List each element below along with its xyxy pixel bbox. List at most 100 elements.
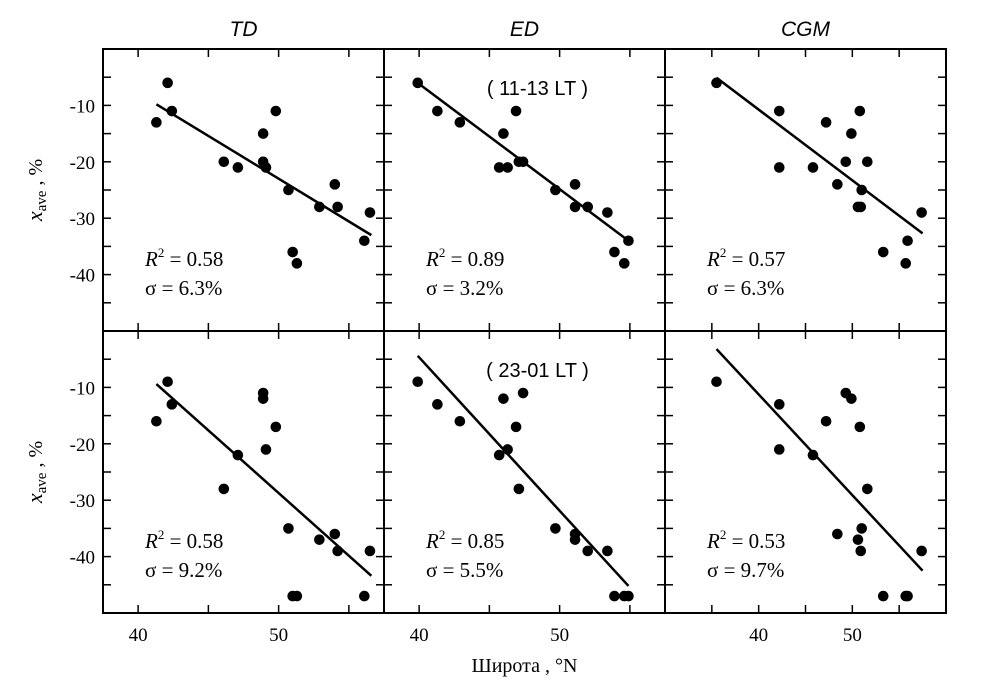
data-point <box>332 201 343 213</box>
data-point <box>517 387 529 399</box>
sigma-label: σ = 9.7% <box>707 558 784 582</box>
data-point <box>498 393 509 404</box>
data-point <box>852 534 864 545</box>
data-point <box>218 483 230 495</box>
x-tick-label: 50 <box>843 625 862 646</box>
r2-value: = 0.58 <box>164 247 223 271</box>
x-tick-label: 40 <box>129 625 148 646</box>
sigma-label: σ = 6.3% <box>145 276 222 300</box>
data-point <box>260 162 272 173</box>
sigma-label: σ = 3.2% <box>426 276 503 300</box>
data-point <box>916 545 927 557</box>
r-squared-label: R2 = 0.53 <box>706 527 785 553</box>
data-point <box>314 534 325 545</box>
r2-value: = 0.53 <box>726 529 785 553</box>
data-point <box>807 449 819 461</box>
data-point <box>166 105 178 117</box>
column-title-cgm: CGM <box>781 18 831 41</box>
x-tick-label: 50 <box>269 625 288 646</box>
data-point <box>569 534 581 545</box>
data-point <box>502 162 513 173</box>
y-label-unit: , % <box>25 441 47 473</box>
r2-value: = 0.85 <box>445 529 504 553</box>
data-point <box>602 207 613 218</box>
data-point <box>364 545 376 557</box>
data-point <box>840 156 852 168</box>
r2-symbol: R <box>144 247 158 271</box>
data-point <box>454 117 466 128</box>
data-point <box>862 156 873 168</box>
local-time-label: ( 23-01 LT ) <box>486 360 589 382</box>
data-point <box>218 156 230 168</box>
data-point <box>412 376 424 388</box>
data-point <box>291 590 303 602</box>
data-point <box>162 77 173 89</box>
data-point <box>832 179 843 190</box>
data-point <box>432 105 443 117</box>
data-point <box>618 258 630 269</box>
data-point <box>862 483 873 495</box>
data-point <box>569 179 581 190</box>
data-point <box>582 545 594 557</box>
data-point <box>162 376 173 388</box>
data-point <box>623 590 634 602</box>
data-point <box>623 235 634 247</box>
x-tick-label: 40 <box>749 625 768 646</box>
y-tick-label: -40 <box>70 266 95 287</box>
data-point <box>287 246 298 258</box>
y-tick-label: -20 <box>70 435 95 456</box>
r2-symbol: R <box>706 247 720 271</box>
regression-line <box>715 76 924 235</box>
data-point <box>773 399 785 410</box>
data-point <box>359 590 370 602</box>
data-point <box>151 415 162 427</box>
column-title-ed: ED <box>510 18 539 41</box>
r-squared-label: R2 = 0.85 <box>425 527 504 553</box>
panel-cgm-row-1: 40 50 R2 = 0.53 σ = 9.7% <box>664 330 947 646</box>
r2-value: = 0.89 <box>445 247 504 271</box>
data-point <box>877 590 889 602</box>
data-point <box>329 528 341 540</box>
y-tick-label: -10 <box>70 96 95 117</box>
r2-superscript: 2 <box>158 527 165 542</box>
data-point <box>257 128 269 139</box>
y-label-symbol: x <box>22 493 47 504</box>
data-point <box>711 376 722 388</box>
r-squared-label: R2 = 0.89 <box>425 245 504 271</box>
data-point <box>166 399 178 410</box>
data-point <box>359 235 370 247</box>
data-point <box>832 528 843 540</box>
data-point <box>856 184 867 196</box>
data-point <box>232 449 244 461</box>
data-point <box>855 201 867 213</box>
data-point <box>283 523 294 534</box>
data-point <box>550 184 561 196</box>
data-point <box>432 399 443 410</box>
data-point <box>569 201 581 213</box>
r2-superscript: 2 <box>720 527 727 542</box>
data-point <box>820 117 832 128</box>
regression-line <box>715 348 924 572</box>
data-point <box>517 156 529 168</box>
r2-superscript: 2 <box>720 245 727 260</box>
y-label-subscript: ave <box>34 190 50 211</box>
data-point <box>609 590 620 602</box>
sigma-label: σ = 9.2% <box>145 558 222 582</box>
data-point <box>498 128 509 139</box>
data-point <box>513 483 525 495</box>
y-axis-label: xave , % <box>22 159 50 222</box>
r2-symbol: R <box>706 529 720 553</box>
data-point <box>916 207 927 218</box>
data-point <box>232 162 244 173</box>
r2-symbol: R <box>144 529 158 553</box>
panel-td-row-0: -10 -20 -30 -40 R2 = 0.58 σ = 6.3% <box>70 48 385 332</box>
data-point <box>902 235 913 247</box>
data-point <box>582 201 594 213</box>
y-label-symbol: x <box>22 211 47 222</box>
y-tick-label: -20 <box>70 153 95 174</box>
data-point <box>314 201 325 213</box>
r-squared-label: R2 = 0.58 <box>144 245 223 271</box>
y-tick-label: -30 <box>70 209 95 230</box>
regression-line <box>416 354 630 587</box>
